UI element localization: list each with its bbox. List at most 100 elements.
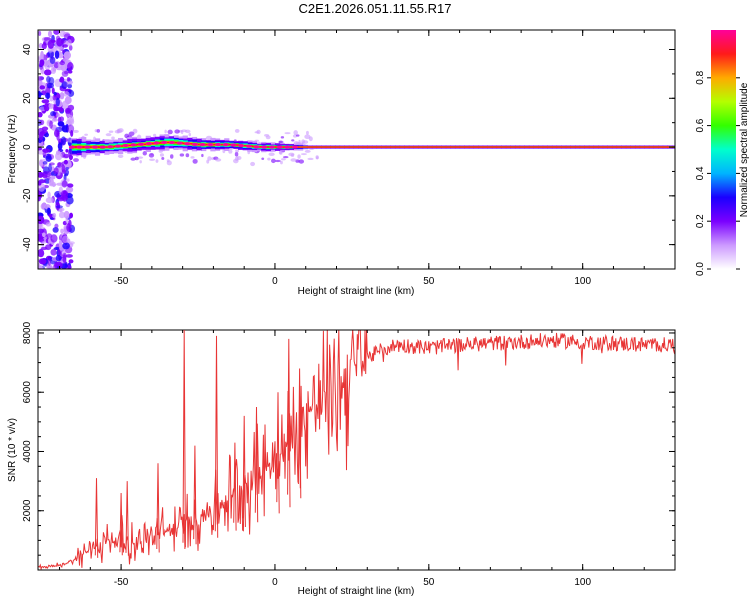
heatmap-noise-cell	[41, 99, 50, 104]
heatmap-noise-cell	[42, 170, 51, 178]
heatmap-ridge-cell	[533, 146, 539, 148]
heatmap-noise-cell	[59, 92, 65, 100]
heatmap-noise-cell	[38, 91, 41, 97]
spectrogram-y-tick-label: 0	[22, 144, 33, 150]
heatmap-ridge-cell	[611, 146, 618, 148]
heatmap-noise-cell	[159, 153, 165, 157]
heatmap-ridge-cell	[307, 146, 313, 148]
heatmap-noise-cell	[64, 96, 72, 105]
heatmap-ridge-cell	[330, 146, 336, 148]
heatmap-noise-cell	[250, 161, 256, 167]
snr-spike	[242, 415, 246, 528]
snr-panel: -50 0 50 100 2000 4000 6000 8000 Height of str…	[7, 321, 676, 597]
heatmap-noise-cell	[290, 158, 297, 162]
heatmap-noise-cell	[128, 131, 135, 136]
heatmap-noise-cell	[185, 153, 190, 158]
heatmap-ridge-cell	[514, 146, 521, 148]
heatmap-peak-cell	[191, 142, 198, 146]
heatmap-noise-cell	[184, 129, 191, 134]
heatmap-ridge-cell	[468, 146, 475, 148]
heatmap-peak-cell	[153, 141, 160, 145]
heatmap-ridge-cell	[584, 146, 590, 148]
heatmap-noise-cell	[55, 97, 60, 107]
heatmap-noise-cell	[58, 211, 66, 219]
heatmap-ridge-cell	[344, 146, 350, 148]
heatmap-ridge-cell	[265, 146, 271, 148]
heatmap-peak-cell	[91, 145, 98, 149]
heatmap-noise-cell	[45, 222, 52, 227]
heatmap-ridge-cell	[519, 146, 525, 148]
heatmap-ridge-cell	[298, 146, 304, 148]
heatmap-noise-cell	[60, 228, 64, 234]
heatmap-noise-cell	[67, 117, 75, 126]
heatmap-noise-cell	[62, 242, 70, 250]
heatmap-noise-cell	[84, 133, 88, 136]
snr-spike	[94, 478, 99, 558]
heatmap-peak-cell	[284, 145, 291, 149]
heatmap-noise-cell	[55, 254, 62, 262]
heatmap-peak-cell	[161, 140, 168, 145]
heatmap-peak-cell	[145, 142, 152, 146]
heatmap-noise-cell	[61, 169, 67, 175]
heatmap-noise-cell	[179, 153, 185, 157]
snr-x-ticks: -50 0 50 100	[59, 330, 676, 588]
heatmap-noise-cell	[42, 148, 51, 153]
heatmap-noise-cell	[280, 160, 283, 165]
heatmap-noise-cell	[61, 180, 68, 188]
snr-spike	[182, 330, 186, 548]
heatmap-noise-cell	[40, 50, 44, 60]
heatmap-noise-cell	[47, 50, 55, 58]
heatmap-noise-cell	[63, 159, 68, 165]
spectrogram-x-tick-label: 0	[272, 276, 278, 287]
heatmap-peak-cell	[268, 145, 275, 149]
heatmap-noise-cell	[38, 111, 43, 118]
heatmap-ridge-cell	[570, 146, 576, 148]
heatmap-ridge-cell	[399, 146, 405, 148]
heatmap-noise-cell	[38, 179, 47, 184]
heatmap-ridge-cell	[644, 146, 650, 148]
heatmap-ridge-cell	[371, 146, 378, 148]
heatmap-noise-cell	[48, 77, 55, 86]
heatmap-noise-cell	[54, 50, 60, 60]
heatmap-noise-cell	[280, 136, 285, 139]
heatmap-peak-cell	[176, 141, 183, 145]
spectrogram-xlabel: Height of straight line (km)	[298, 286, 415, 297]
heatmap-noise-cell	[296, 134, 300, 137]
heatmap-peak-cell	[276, 145, 283, 149]
heatmap-noise-cell	[60, 136, 67, 146]
heatmap-peak-cell	[184, 142, 191, 146]
heatmap-noise-cell	[52, 217, 56, 221]
heatmap-noise-cell	[61, 235, 69, 244]
heatmap-noise-cell	[174, 129, 180, 134]
heatmap-ridge-cell	[427, 146, 433, 148]
heatmap-noise-cell	[274, 159, 281, 163]
heatmap-noise-cell	[39, 119, 45, 126]
heatmap-noise-cell	[39, 85, 46, 90]
heatmap-ridge-cell	[658, 146, 664, 148]
heatmap-ridge-cell	[196, 143, 202, 146]
heatmap-ridge-cell	[491, 146, 498, 148]
heatmap-noise-cell	[38, 215, 45, 225]
heatmap-peak-cell	[215, 143, 222, 147]
heatmap-noise-cell	[56, 113, 61, 118]
heatmap-noise-cell	[48, 178, 54, 186]
snr-ylabel: SNR (10 * v/v)	[7, 418, 18, 482]
snr-spike	[233, 442, 237, 531]
heatmap-ridge-cell	[367, 146, 373, 148]
heatmap-peak-cell	[253, 145, 260, 149]
spectrogram-y-tick-label: -20	[22, 188, 33, 203]
heatmap-ridge-cell	[653, 146, 659, 148]
heatmap-ridge-cell	[362, 146, 368, 148]
heatmap-noise-cell	[49, 56, 56, 65]
heatmap-ridge-cell	[648, 146, 655, 148]
heatmap-noise-cell	[51, 118, 58, 122]
heatmap-noise-cell	[49, 95, 54, 102]
heatmap-ridge-cell	[311, 146, 318, 148]
heatmap-noise-cell	[50, 234, 58, 243]
spectrogram-x-tick-label: 100	[574, 276, 591, 287]
heatmap-noise-cell	[63, 91, 70, 97]
heatmap-ridge-cell	[501, 146, 507, 148]
heatmap-ridge-cell	[348, 146, 355, 148]
heatmap-ridge-cell	[385, 146, 391, 148]
